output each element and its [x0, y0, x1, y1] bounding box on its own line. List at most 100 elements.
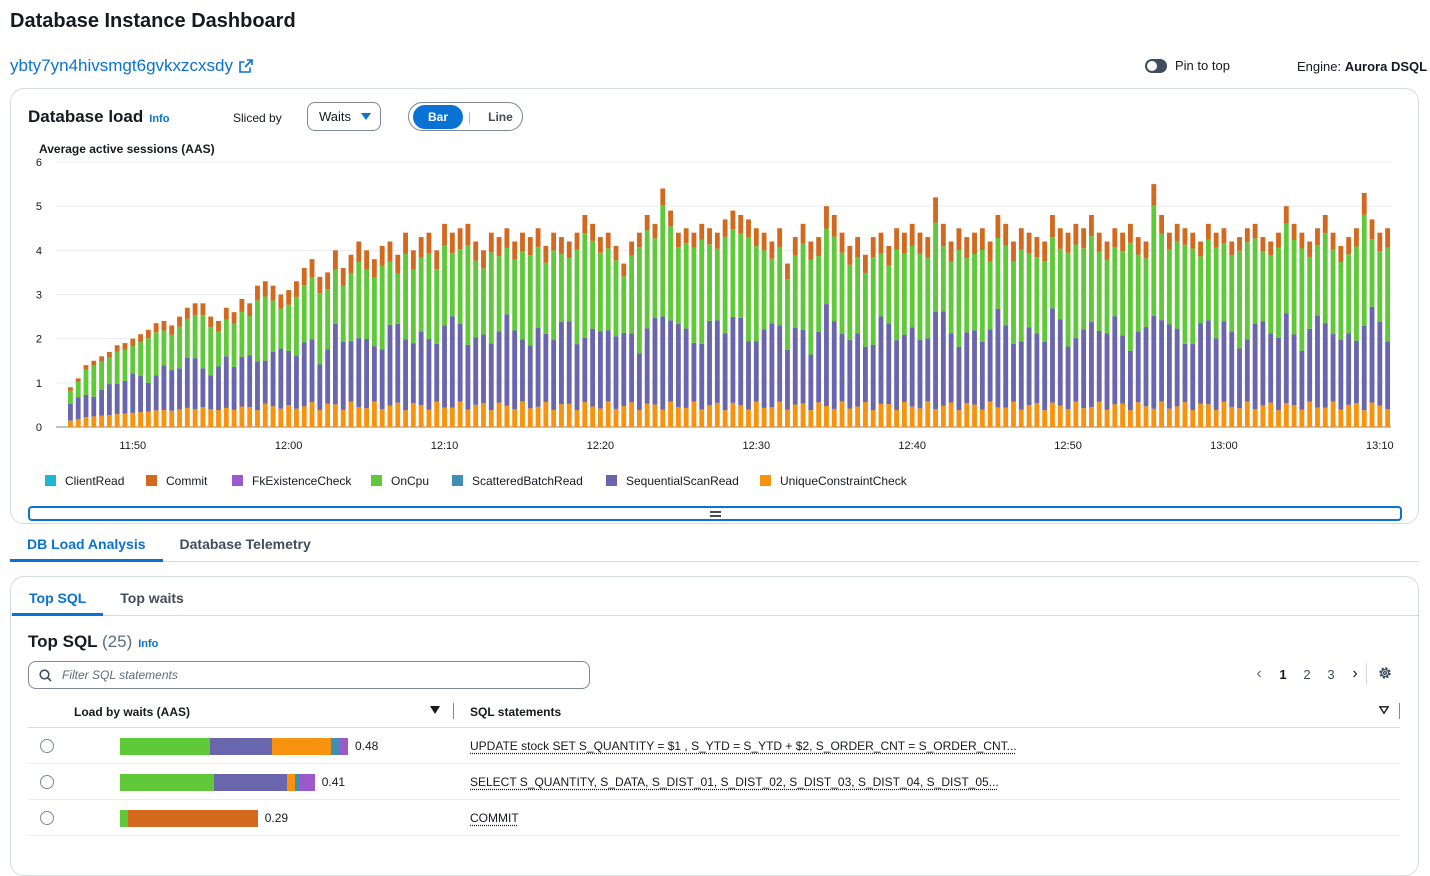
bar-segment — [1097, 252, 1102, 331]
bar-segment — [918, 233, 923, 254]
filter-sql-field[interactable] — [60, 667, 560, 683]
y-tick-label: 1 — [36, 378, 42, 390]
pin-to-top-toggle[interactable]: Pin to top — [1145, 58, 1230, 73]
bar-segment — [1253, 238, 1258, 323]
bar-segment — [582, 338, 587, 402]
bar-segment — [1276, 233, 1281, 248]
bar-segment — [1268, 403, 1273, 427]
bar-segment — [286, 351, 291, 405]
bar-segment — [473, 261, 478, 338]
bar-segment — [1042, 342, 1047, 410]
instance-id[interactable]: ybty7yn4hivsmgt6gvkxzcxsdy — [10, 56, 233, 76]
bar-segment — [1307, 329, 1312, 402]
tab-top-waits[interactable]: Top waits — [103, 577, 201, 616]
bar-segment — [980, 228, 985, 250]
info-link[interactable]: Info — [138, 638, 158, 650]
line-view-button[interactable]: Line — [476, 105, 525, 129]
load-by-waits-header[interactable]: Load by waits (AAS) — [74, 705, 190, 719]
column-divider[interactable] — [1399, 703, 1400, 719]
page-3[interactable]: 3 — [1319, 667, 1343, 682]
instance-link[interactable]: ybty7yn4hivsmgt6gvkxzcxsdy — [10, 56, 253, 76]
bar-segment — [536, 228, 541, 247]
bar-segment — [169, 325, 174, 334]
page-1[interactable]: 1 — [1271, 667, 1295, 682]
bar-segment — [99, 390, 104, 416]
bar-segment — [832, 321, 837, 409]
divider — [1366, 663, 1367, 685]
bar-segment — [879, 316, 884, 403]
filter-sql-input[interactable] — [28, 661, 590, 689]
row-radio[interactable] — [40, 739, 54, 753]
bar-segment — [855, 257, 860, 333]
page-2[interactable]: 2 — [1295, 667, 1319, 682]
bar-segment — [1377, 233, 1382, 252]
bar-segment — [590, 241, 595, 329]
settings-gear-icon[interactable] — [1377, 665, 1393, 681]
row-radio[interactable] — [40, 775, 54, 789]
bar-segment — [863, 402, 868, 427]
bar-segment — [388, 406, 393, 427]
bar-segment — [528, 237, 533, 255]
previous-page-icon[interactable]: ‹ — [1247, 665, 1271, 683]
info-link[interactable]: Info — [149, 113, 169, 125]
table-row[interactable]: 0.29 COMMIT — [28, 800, 1400, 836]
sort-icon[interactable] — [1379, 706, 1389, 714]
bar-segment — [754, 402, 759, 428]
bar-segment — [388, 262, 393, 325]
bar-segment — [489, 252, 494, 343]
resize-handle[interactable] — [28, 506, 1402, 521]
bar-view-button[interactable]: Bar — [413, 105, 463, 129]
table-row[interactable]: 0.48 UPDATE stock SET S_QUANTITY = $1 , … — [28, 728, 1400, 764]
tab-db-load-analysis[interactable]: DB Load Analysis — [10, 528, 163, 562]
bar-segment — [840, 233, 845, 253]
sql-statement-link[interactable]: SELECT S_QUANTITY, S_DATA, S_DIST_01, S_… — [470, 775, 999, 789]
bar-segment — [1105, 260, 1110, 334]
bar-segment — [808, 242, 813, 260]
bar-segment — [1081, 330, 1086, 409]
bar-segment — [824, 304, 829, 406]
sliced-by-select[interactable]: Waits — [307, 102, 381, 131]
bar-segment — [723, 333, 728, 410]
row-radio[interactable] — [40, 811, 54, 825]
column-divider[interactable] — [453, 703, 454, 719]
sort-descending-icon[interactable] — [430, 706, 440, 714]
bar-segment — [1159, 401, 1164, 427]
bar-segment — [1105, 410, 1110, 427]
bar-segment — [84, 395, 89, 417]
sql-statement-link[interactable]: UPDATE stock SET S_QUANTITY = $1 , S_YTD… — [470, 739, 1017, 753]
x-tick-label: 12:10 — [431, 440, 459, 452]
sql-statements-header[interactable]: SQL statements — [470, 705, 561, 719]
bar-segment — [637, 247, 642, 353]
bar-segment — [123, 343, 128, 350]
bar-segment — [130, 339, 135, 346]
bar-segment — [146, 383, 151, 412]
bar-segment — [715, 249, 720, 321]
sql-statement-link[interactable]: COMMIT — [470, 811, 519, 825]
bar-segment — [208, 375, 213, 409]
legend-swatch — [232, 475, 243, 486]
bar-segment — [1206, 320, 1211, 404]
bar-segment — [364, 270, 369, 339]
bar-segment — [1128, 351, 1133, 410]
bar-segment — [1385, 409, 1390, 427]
bar-segment — [1253, 324, 1258, 410]
bar-segment — [115, 345, 120, 352]
bar-segment — [637, 233, 642, 247]
bar-segment — [1315, 228, 1320, 245]
bar-segment — [380, 349, 385, 409]
tab-database-telemetry[interactable]: Database Telemetry — [163, 528, 328, 562]
next-page-icon[interactable]: › — [1343, 665, 1367, 683]
tab-top-sql[interactable]: Top SQL — [12, 577, 103, 616]
chart-view-toggle[interactable]: Bar | Line — [408, 102, 523, 131]
toggle-switch[interactable] — [1145, 59, 1167, 73]
table-row[interactable]: 0.41 SELECT S_QUANTITY, S_DATA, S_DIST_0… — [28, 764, 1400, 800]
segment-divider: | — [468, 110, 471, 124]
bar-segment — [1011, 242, 1016, 262]
bar-segment — [91, 416, 96, 427]
bar-segment — [1268, 242, 1273, 256]
bar-segment — [263, 296, 268, 360]
bar-segment — [715, 320, 720, 402]
bar-segment — [1331, 250, 1336, 334]
bar-segment — [1370, 239, 1375, 307]
bar-segment — [886, 246, 891, 265]
